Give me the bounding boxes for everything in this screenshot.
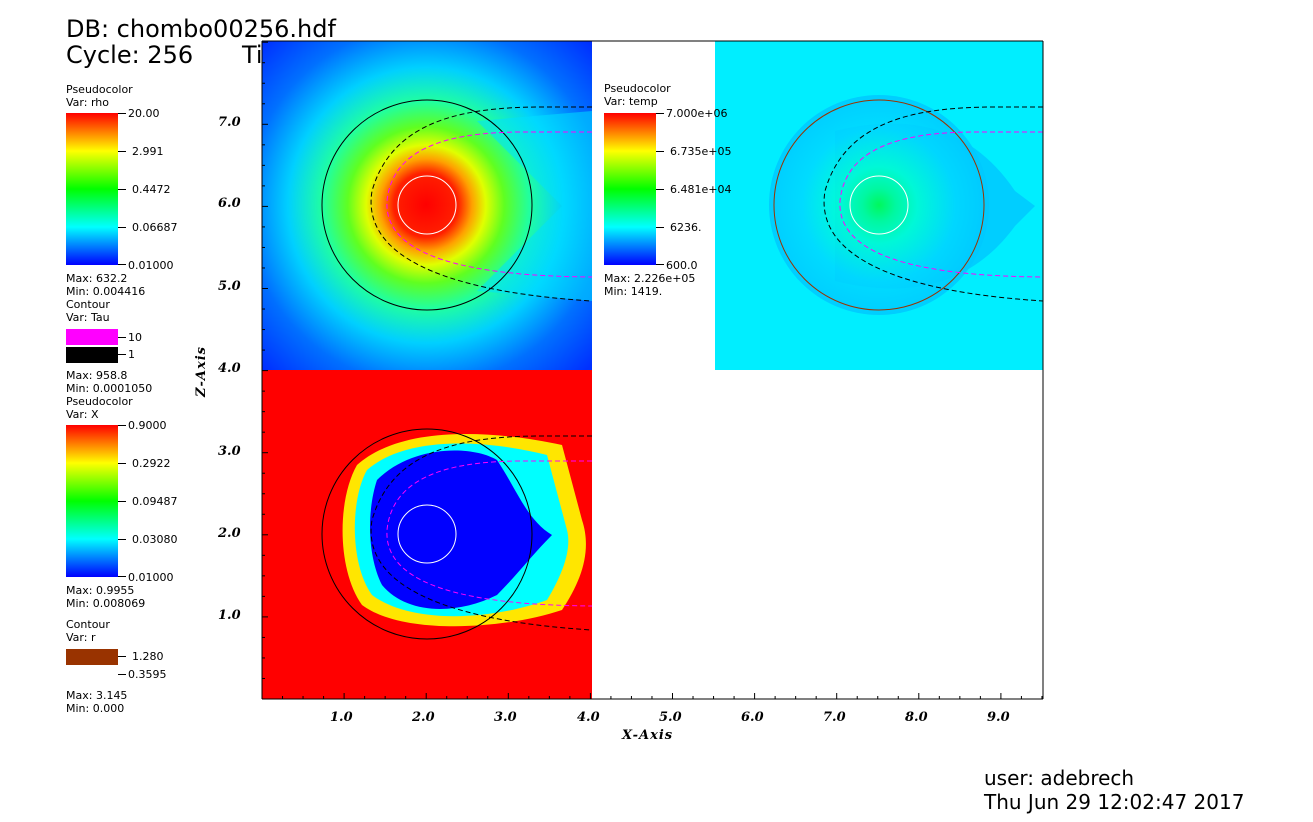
legend-x-tick: 0.09487 — [132, 495, 178, 508]
legend-tau-swatch — [66, 347, 118, 363]
legend-temp-tick: 7.000e+06 — [666, 107, 728, 120]
y-tick-label: 3.0 — [218, 444, 241, 459]
legend-x-tick: 0.9000 — [128, 419, 167, 432]
legend-tau-swatch — [66, 329, 118, 345]
y-axis-label: Z-Axis — [193, 346, 209, 397]
legend-temp-max: Max: 2.226e+05 — [604, 272, 696, 285]
database-title: DB: chombo00256.hdf — [66, 15, 336, 43]
x-tick-label: 6.0 — [741, 710, 764, 725]
legend-rho-tick: 2.991 — [132, 145, 164, 158]
legend-rho-tick: 0.4472 — [132, 183, 171, 196]
legend-x-tick: 0.03080 — [132, 533, 178, 546]
legend-tau-var: Var: Tau — [66, 311, 110, 324]
legend-temp-tick: 6.735e+05 — [670, 145, 732, 158]
legend-rho-var: Var: rho — [66, 96, 109, 109]
x-tick-label: 9.0 — [987, 710, 1010, 725]
legend-x-title: Pseudocolor — [66, 395, 133, 408]
date-label: Thu Jun 29 12:02:47 2017 — [984, 790, 1245, 814]
y-tick-label: 7.0 — [218, 115, 241, 130]
legend-r-level: 1.280 — [132, 650, 164, 663]
legend-x-tick: 0.2922 — [132, 457, 171, 470]
legend-r-min: Min: 0.000 — [66, 702, 125, 715]
legend-x-var: Var: X — [66, 408, 99, 421]
legend-x-min: Min: 0.008069 — [66, 597, 146, 610]
x-tick-label: 8.0 — [905, 710, 928, 725]
legend-temp-colorbar — [604, 113, 656, 265]
legend-temp-var: Var: temp — [604, 95, 658, 108]
x-tick-label: 1.0 — [330, 710, 353, 725]
legend-r-title: Contour — [66, 618, 110, 631]
cycle-label: Cycle: 256 — [66, 41, 194, 69]
legend-x-tick: 0.01000 — [128, 571, 174, 584]
legend-rho-max: Max: 632.2 — [66, 272, 128, 285]
legend-rho-min: Min: 0.004416 — [66, 285, 146, 298]
plot-rho-panel — [262, 41, 592, 370]
user-label: user: adebrech — [984, 766, 1135, 790]
legend-r-swatch — [66, 649, 118, 665]
legend-temp-title: Pseudocolor — [604, 82, 671, 95]
legend-temp-min: Min: 1419. — [604, 285, 663, 298]
legend-tau-level: 1 — [128, 348, 135, 361]
legend-x-colorbar — [66, 425, 118, 577]
y-tick-label: 6.0 — [218, 196, 241, 211]
legend-temp-tick: 6236. — [670, 221, 702, 234]
y-tick-label: 5.0 — [218, 279, 241, 294]
x-tick-label: 2.0 — [412, 710, 435, 725]
x-axis-label: X-Axis — [622, 728, 674, 743]
legend-temp-tick: 600.0 — [666, 259, 698, 272]
x-tick-label: 4.0 — [577, 710, 600, 725]
legend-r-var: Var: r — [66, 631, 96, 644]
legend-tau-max: Max: 958.8 — [66, 369, 128, 382]
plot-x-panel — [262, 370, 592, 699]
x-tick-label: 3.0 — [494, 710, 517, 725]
legend-temp-tick: 6.481e+04 — [670, 183, 732, 196]
legend-rho-tick: 0.06687 — [132, 221, 178, 234]
legend-rho-title: Pseudocolor — [66, 83, 133, 96]
legend-tau-title: Contour — [66, 298, 110, 311]
legend-x-max: Max: 0.9955 — [66, 584, 135, 597]
legend-r-max: Max: 3.145 — [66, 689, 128, 702]
legend-r-level: 0.3595 — [128, 668, 167, 681]
y-tick-label: 2.0 — [218, 526, 241, 541]
x-tick-label: 7.0 — [823, 710, 846, 725]
x-tick-label: 5.0 — [659, 710, 682, 725]
plot-temp-panel — [715, 41, 1043, 370]
legend-tau-min: Min: 0.0001050 — [66, 382, 153, 395]
legend-rho-tick: 0.01000 — [128, 259, 174, 272]
legend-tau-level: 10 — [128, 331, 142, 344]
y-tick-label: 4.0 — [218, 361, 241, 376]
legend-rho-tick: 20.00 — [128, 107, 160, 120]
legend-rho-colorbar — [66, 113, 118, 265]
y-tick-label: 1.0 — [218, 608, 241, 623]
